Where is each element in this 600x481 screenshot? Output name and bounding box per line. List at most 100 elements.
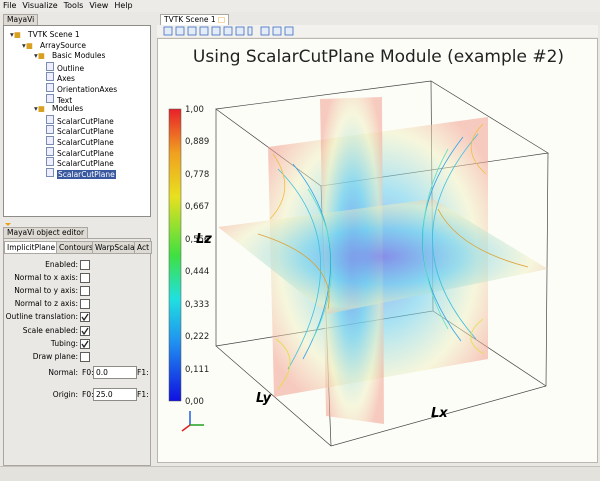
f0-input[interactable]: 25.0 xyxy=(93,388,137,401)
menu-item[interactable]: Visualize xyxy=(22,1,58,10)
module-icon xyxy=(46,146,55,159)
tree-label: ScalarCutPlane xyxy=(57,138,114,147)
panel-tab[interactable]: MayaVi xyxy=(3,14,39,25)
tree-item[interactable]: ScalarCutPlane xyxy=(46,167,116,179)
menu-item[interactable]: Tools xyxy=(63,1,84,10)
tree-label: Outline xyxy=(57,63,85,73)
scene-tab-label: TVTK Scene 1 xyxy=(164,15,216,24)
scene-tab[interactable]: TVTK Scene 1 □ xyxy=(160,14,230,25)
editor-title: MayaVi object editor xyxy=(3,227,89,238)
pipeline-tree: ▾■ TVTK Scene 1 ▾■ ArraySource ▾■ Basic Modul… xyxy=(3,25,151,217)
object-editor: ImplicitPlane Contours WarpScalar Act Enable… xyxy=(3,238,153,466)
contour-lines xyxy=(257,123,529,390)
colorbar-label: 0,778 xyxy=(185,169,210,180)
checkbox[interactable] xyxy=(80,351,90,362)
orientation-axes xyxy=(181,411,204,432)
field-label: Normal to z axis: xyxy=(14,299,78,309)
menu-bar: File Visualize Tools View Help xyxy=(0,0,600,12)
tree-item[interactable]: ScalarCutPlane xyxy=(46,157,114,169)
checkbox[interactable] xyxy=(80,299,90,310)
tree-item[interactable]: Axes xyxy=(46,72,75,84)
view-button[interactable] xyxy=(235,26,245,36)
f0-label: F0: xyxy=(82,390,94,399)
module-icon xyxy=(46,125,55,137)
axis-label: Lz xyxy=(196,232,212,247)
cut-plane xyxy=(218,199,548,314)
tree-item[interactable]: ScalarCutPlane xyxy=(46,136,114,148)
view-button[interactable] xyxy=(247,26,253,36)
f1-label: F1: xyxy=(137,368,149,377)
view-button[interactable] xyxy=(272,26,282,36)
colorbar-label: 0,889 xyxy=(185,137,210,148)
colorbar-label: 0,444 xyxy=(185,267,210,278)
view-button[interactable] xyxy=(187,26,197,36)
view-button[interactable] xyxy=(211,26,221,36)
module-icon xyxy=(46,157,55,169)
tree-item[interactable]: ▾■ Modules xyxy=(34,104,83,114)
module-icon xyxy=(46,72,55,84)
tree-item[interactable]: OrientationAxes xyxy=(46,83,118,95)
view-button[interactable] xyxy=(284,26,294,36)
splitter[interactable] xyxy=(3,220,149,226)
tree-item[interactable]: Outline xyxy=(46,61,85,74)
view-button[interactable] xyxy=(199,26,209,36)
module-icon xyxy=(46,136,55,148)
f1-label: F1: xyxy=(137,390,149,399)
tree-label: ScalarCutPlane xyxy=(57,116,114,126)
menu-item[interactable]: View xyxy=(89,1,109,10)
vector-label: Origin: xyxy=(52,390,78,399)
view-button[interactable] xyxy=(175,26,185,36)
module-icon xyxy=(46,83,55,95)
field-label: Draw plane: xyxy=(32,351,78,361)
tree-label: ScalarCutPlane xyxy=(57,148,114,158)
tree-label: Text xyxy=(57,95,73,105)
toolbar-icons xyxy=(163,26,294,36)
field-label: Enabled: xyxy=(45,260,78,269)
tree-label: Basic Modules xyxy=(52,51,106,61)
module-icon xyxy=(46,114,55,127)
view-button[interactable] xyxy=(223,26,233,36)
f0-input[interactable]: 0.0 xyxy=(93,366,137,379)
colorbar-label: 0,111 xyxy=(185,364,210,375)
tree-item[interactable]: ScalarCutPlane xyxy=(46,146,114,159)
scene-view[interactable]: Using ScalarCutPlane Module (example #2)… xyxy=(157,38,598,463)
folder-icon: ▾■ xyxy=(10,30,21,39)
editor-tab[interactable]: Contours xyxy=(56,241,96,254)
tree-item[interactable]: ▾■ Basic Modules xyxy=(34,51,105,61)
folder-icon: ▾■ xyxy=(22,40,33,50)
tree-item[interactable]: Text xyxy=(46,93,73,105)
checkbox[interactable] xyxy=(80,286,90,297)
colorbar xyxy=(168,108,182,402)
folder-icon: ▾■ xyxy=(34,104,45,114)
menu-item[interactable]: File xyxy=(3,1,17,10)
tree-label: OrientationAxes xyxy=(57,85,118,94)
view-button[interactable] xyxy=(260,26,270,36)
checkbox[interactable] xyxy=(80,273,90,284)
colorbar-label: 0,222 xyxy=(185,332,210,343)
tree-label: ScalarCutPlane xyxy=(57,127,114,137)
field-label: Tubing: xyxy=(50,338,78,348)
status-bar xyxy=(0,466,600,481)
tree-item[interactable]: ▾■ ArraySource xyxy=(22,41,86,51)
tree-label: ArraySource xyxy=(40,40,86,50)
tree-label: TVTK Scene 1 xyxy=(28,30,80,39)
checkbox[interactable] xyxy=(80,260,90,270)
tree-label: Modules xyxy=(52,104,84,114)
checkbox[interactable] xyxy=(80,338,90,349)
menu-item[interactable]: Help xyxy=(114,1,133,10)
scene-title: Using ScalarCutPlane Module (example #2) xyxy=(192,47,565,67)
editor-tab[interactable]: ImplicitPlane xyxy=(4,241,59,254)
scene-toolbar xyxy=(157,25,598,37)
checkbox[interactable] xyxy=(80,312,90,323)
tree-item[interactable]: ScalarCutPlane xyxy=(46,114,114,127)
vector-label: Normal: xyxy=(48,368,78,377)
editor-tab[interactable]: Act xyxy=(134,241,153,254)
colorbar-label: 0,00 xyxy=(185,397,204,407)
field-label: Normal to x axis: xyxy=(14,273,78,283)
module-icon xyxy=(46,61,55,74)
view-button[interactable] xyxy=(163,26,173,36)
tree-item[interactable]: ▾■ TVTK Scene 1 xyxy=(10,30,80,40)
tree-item[interactable]: ScalarCutPlane xyxy=(46,125,114,137)
checkbox[interactable] xyxy=(80,325,90,336)
